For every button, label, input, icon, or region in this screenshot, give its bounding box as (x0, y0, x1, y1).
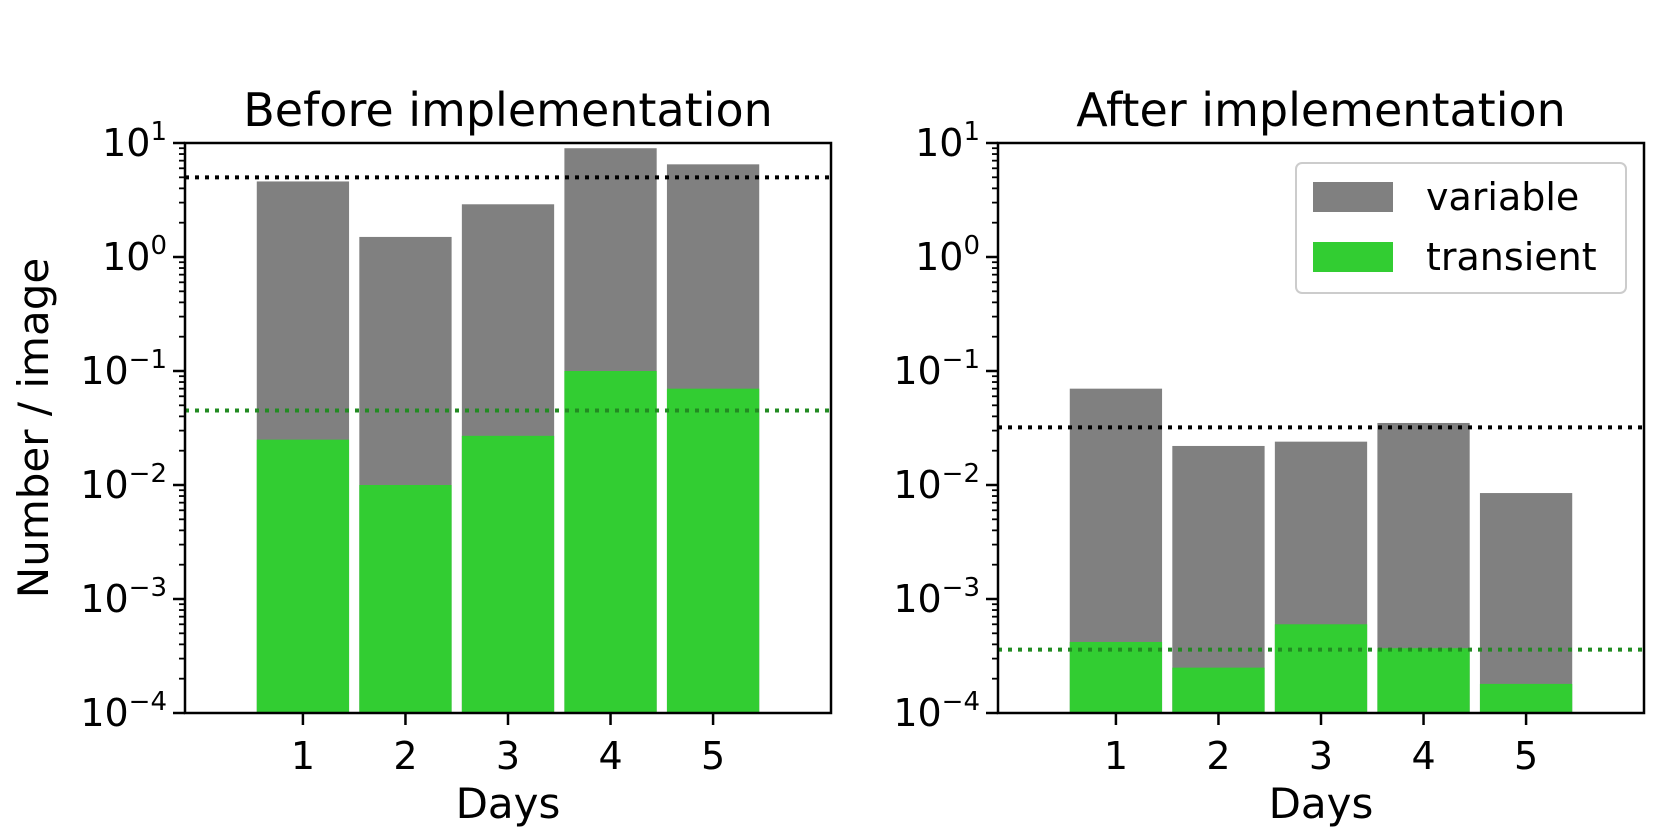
y-tick-label: 10−1 (80, 345, 167, 393)
y-axis-label: Number / image (9, 258, 58, 598)
x-tick-label: 1 (1104, 734, 1128, 778)
panel-before-marks: 10−4 10−3 10−2 10−1 100 101 1 2 3 4 5 (80, 117, 831, 778)
panel-after-xlabel: Days (1269, 779, 1374, 828)
bar-transient-day-3 (461, 435, 555, 713)
y-tick-label: 100 (915, 231, 980, 279)
y-tick-label: 101 (102, 117, 167, 165)
panel-after-title: After implementation (1076, 83, 1566, 137)
panel-before-xlabel: Days (456, 779, 561, 828)
y-tick-label: 10−3 (893, 573, 980, 621)
y-tick-label: 10−2 (80, 459, 167, 507)
y-tick-label: 10−4 (893, 687, 980, 735)
x-tick-label: 4 (1411, 734, 1435, 778)
panel-before-title: Before implementation (243, 83, 773, 137)
y-tick-label: 101 (915, 117, 980, 165)
bar-transient-day-5 (666, 388, 760, 713)
bar-transient-day-1 (1069, 641, 1163, 713)
bar-transient-day-1 (256, 439, 350, 713)
panel-before-frame (183, 141, 833, 715)
panel-after-frame (996, 141, 1646, 715)
legend-label-transient: transient (1426, 235, 1597, 279)
x-tick-label: 5 (1514, 734, 1538, 778)
y-tick-label: 10−3 (80, 573, 167, 621)
bar-transient-day-5 (1479, 683, 1573, 713)
panel-after: 10−4 10−3 10−2 10−1 100 101 1 2 3 4 5 After implem… (893, 83, 1646, 828)
x-tick-label: 3 (1309, 734, 1333, 778)
y-tick-label: 10−1 (893, 345, 980, 393)
x-tick-label: 5 (701, 734, 725, 778)
x-tick-label: 2 (1206, 734, 1230, 778)
y-tick-label: 100 (102, 231, 167, 279)
legend: variable transient (1295, 162, 1627, 294)
y-tick-label: 10−2 (893, 459, 980, 507)
x-tick-label: 4 (598, 734, 622, 778)
y-tick-label: 10−4 (80, 687, 167, 735)
bar-transient-day-2 (1172, 667, 1265, 713)
legend-swatch-transient (1313, 242, 1393, 272)
x-tick-label: 1 (291, 734, 315, 778)
bar-transient-day-4 (564, 371, 657, 713)
x-tick-label: 3 (496, 734, 520, 778)
panel-before: 10−4 10−3 10−2 10−1 100 101 1 2 3 4 5 Before imple… (9, 83, 833, 828)
bar-transient-day-3 (1274, 624, 1368, 713)
legend-label-variable: variable (1426, 175, 1579, 219)
bar-transient-day-2 (359, 485, 452, 713)
bar-variable-day-5 (1479, 493, 1573, 713)
bar-transient-day-4 (1377, 648, 1470, 713)
panel-after-marks: 10−4 10−3 10−2 10−1 100 101 1 2 3 4 5 (893, 117, 1644, 778)
x-tick-label: 2 (393, 734, 417, 778)
legend-swatch-variable (1313, 182, 1393, 212)
